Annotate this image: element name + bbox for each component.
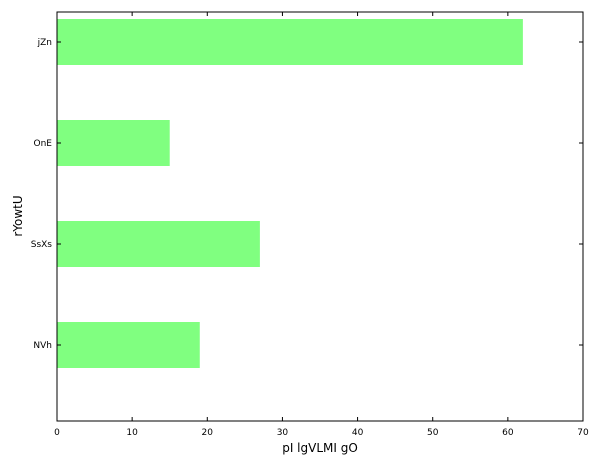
bar-OnE: [57, 120, 170, 166]
y-tick-label: NVh: [33, 341, 52, 351]
x-tick-label: 10: [126, 428, 138, 438]
x-tick-label: 30: [277, 428, 289, 438]
x-tick-label: 50: [427, 428, 439, 438]
x-tick-label: 60: [502, 428, 514, 438]
y-axis-label: rYowtU: [11, 195, 25, 236]
x-axis-label: pI lgVLMI gO: [282, 441, 358, 455]
y-ticks-group: NVh SsXs OnE jZn: [31, 38, 583, 351]
y-tick-label: jZn: [37, 38, 52, 48]
bar-jZn: [57, 19, 523, 65]
y-tick-label: OnE: [34, 139, 53, 149]
bar-NVh: [57, 322, 200, 368]
bars-group: [57, 19, 523, 368]
plot-frame: [56, 11, 584, 422]
x-tick-label: 20: [202, 428, 214, 438]
x-tick-label: 40: [352, 428, 364, 438]
x-ticks-group: 0 10 20 30 40 50 60 70: [54, 12, 589, 438]
x-tick-label: 70: [577, 428, 589, 438]
bar-SsXs: [57, 221, 260, 267]
y-tick-label: SsXs: [31, 240, 53, 250]
x-tick-label: 0: [54, 428, 60, 438]
